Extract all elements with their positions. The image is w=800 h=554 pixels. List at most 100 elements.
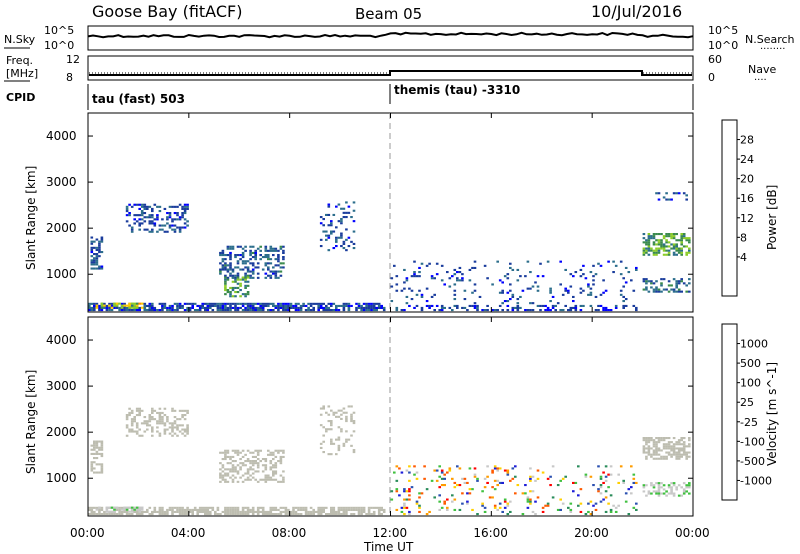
scatter-cell [277, 460, 280, 463]
scatter-cell [395, 289, 399, 292]
scatter-cell [428, 304, 431, 307]
scatter-cell [274, 478, 278, 481]
scatter-cell [688, 239, 691, 242]
scatter-cell [662, 484, 666, 487]
scatter-cell [251, 508, 255, 511]
scatter-cell [322, 405, 325, 408]
scatter-cell [342, 508, 346, 511]
scatter-cell [405, 277, 409, 280]
scatter-cell [587, 283, 590, 286]
scatter-cell [224, 280, 227, 283]
scatter-cell [332, 506, 336, 509]
scatter-cell [88, 508, 91, 511]
scatter-cell [125, 418, 129, 421]
scatter-cell [647, 441, 651, 444]
scatter-cell [224, 474, 227, 477]
scatter-cell [655, 253, 658, 256]
scatter-cell [506, 304, 510, 307]
scatter-cell [236, 282, 240, 285]
scatter-cell [261, 506, 265, 509]
scatter-cell [471, 304, 474, 307]
scatter-cell [332, 411, 336, 414]
scatter-cell [322, 508, 325, 511]
scatter-cell [322, 506, 325, 509]
scatter-cell [138, 309, 141, 312]
scatter-cell [249, 304, 252, 307]
scatter-cell [251, 306, 255, 309]
scatter-cell [186, 510, 189, 513]
scatter-cell [380, 506, 383, 509]
scatter-cell [216, 506, 220, 509]
scatter-cell [95, 253, 99, 256]
scatter-cell [619, 293, 623, 296]
scatter-cell [234, 306, 237, 309]
scatter-cell [670, 445, 673, 448]
scatter-cell [317, 508, 320, 511]
scatter-cell [204, 506, 207, 509]
scatter-cell [249, 251, 252, 254]
scatter-cell [267, 453, 270, 456]
scatter-cell [680, 439, 683, 442]
scatter-cell [282, 476, 285, 479]
scatter-cell [183, 513, 187, 516]
scatter-cell [317, 513, 320, 516]
scatter-cell [604, 465, 608, 468]
scatter-cell [670, 488, 673, 491]
scatter-cell [224, 309, 227, 312]
scatter-cell [501, 309, 504, 312]
scatter-cell [453, 273, 457, 276]
scatter-cell [244, 260, 247, 263]
scatter-cell [614, 506, 618, 509]
scatter-cell [461, 492, 464, 495]
scatter-cell [435, 479, 439, 482]
scatter-cell [400, 471, 404, 474]
scatter-cell [546, 504, 550, 507]
scatter-cell [264, 458, 268, 461]
scatter-cell [221, 458, 225, 461]
scatter-cell [443, 502, 446, 505]
scatter-cell [292, 304, 295, 307]
scatter-cell [335, 309, 338, 312]
scatter-cell [234, 506, 237, 509]
scatter-cell [224, 513, 227, 516]
scatter-cell [662, 247, 666, 250]
scatter-cell [277, 513, 280, 516]
scatter-cell [294, 304, 298, 307]
scatter-cell [667, 441, 671, 444]
scatter-cell [133, 508, 136, 511]
scatter-cell [279, 480, 283, 483]
scatter-cell [451, 477, 454, 480]
scatter-cell [579, 275, 583, 278]
scatter-cell [337, 309, 341, 312]
scatter-cell [330, 224, 333, 227]
scatter-cell [282, 309, 285, 312]
scatter-cell [226, 468, 230, 471]
scatter-cell [118, 510, 121, 513]
scatter-cell [135, 508, 139, 511]
scatter-cell [405, 295, 409, 298]
scatter-cell [677, 443, 681, 446]
scatter-cell [609, 510, 613, 513]
scatter-cell [680, 253, 683, 256]
scatter-cell [675, 247, 678, 250]
scatter-cell [108, 309, 111, 312]
scatter-cell [370, 306, 373, 309]
scatter-cell [657, 288, 661, 291]
scatter-cell [370, 302, 373, 305]
scatter-cell [453, 486, 457, 489]
scatter-cell [153, 306, 157, 309]
scatter-cell [587, 293, 590, 296]
scatter-cell [123, 306, 126, 309]
scatter-cell [183, 302, 187, 305]
scatter-cell [577, 504, 580, 507]
scatter-cell [642, 247, 646, 250]
scatter-cell [231, 474, 235, 477]
scatter-cell [624, 304, 628, 307]
scatter-cell [425, 300, 429, 303]
scatter-cell [138, 203, 141, 206]
scatter-cell [342, 513, 346, 516]
scatter-cell [657, 492, 661, 495]
scatter-cell [325, 238, 328, 241]
scatter-cell [650, 482, 653, 485]
scatter-cell [645, 494, 648, 497]
